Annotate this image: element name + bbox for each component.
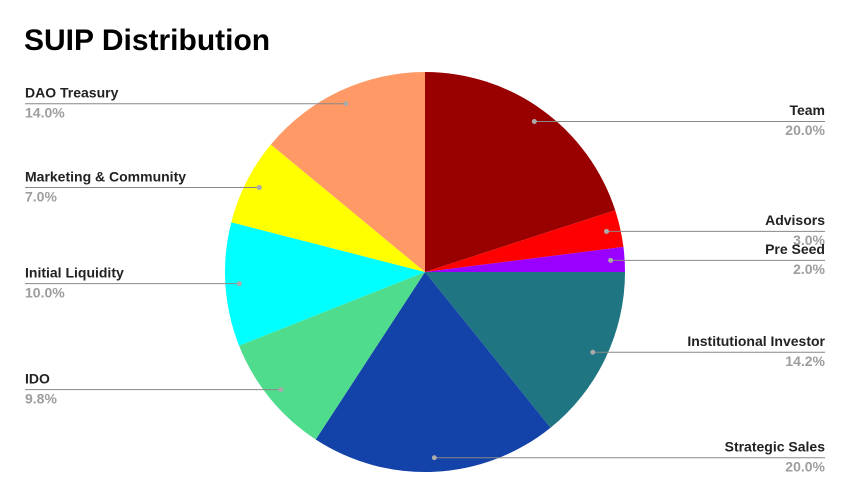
pie-slice	[425, 272, 625, 428]
slice-label: Pre Seed	[765, 241, 825, 257]
chart-title: SUIP Distribution	[24, 24, 270, 57]
pie-slice	[270, 72, 425, 272]
slice-label: IDO	[25, 370, 50, 386]
slice-label: Team	[789, 102, 825, 118]
slice-value-label: 10.0%	[25, 284, 65, 300]
pie-slice	[315, 272, 551, 473]
leader-dot	[236, 281, 242, 287]
slice-label: Marketing & Community	[25, 168, 186, 184]
slice-value-label: 9.8%	[25, 390, 57, 406]
leader-dot	[431, 455, 437, 461]
slice-value-label: 7.0%	[25, 188, 57, 204]
slice-value-label: 20.0%	[785, 122, 825, 138]
pie-slice	[425, 210, 624, 272]
slice-label: Advisors	[765, 212, 825, 228]
leader-dot	[590, 349, 596, 355]
slice-label: Strategic Sales	[725, 438, 826, 454]
leader-dot	[604, 228, 610, 234]
slice-label: Institutional Investor	[687, 333, 825, 349]
slice-label: DAO Treasury	[25, 84, 119, 100]
slice-value-label: 2.0%	[793, 261, 825, 277]
pie-slice	[425, 246, 625, 272]
slice-value-label: 14.0%	[25, 104, 65, 120]
leader-dot	[256, 185, 262, 191]
slice-value-label: 20.0%	[785, 458, 825, 474]
leader-dot	[531, 119, 537, 125]
leader-dot	[278, 387, 284, 393]
pie-slice	[239, 272, 425, 440]
pie-slice	[425, 72, 616, 272]
pie-slice	[231, 144, 425, 272]
slice-value-label: 14.2%	[785, 353, 825, 369]
leader-dot	[608, 257, 614, 263]
slice-label: Initial Liquidity	[25, 264, 124, 280]
pie-slice	[225, 222, 425, 346]
leader-dot	[343, 101, 349, 107]
slice-value-label: 3.0%	[793, 232, 825, 248]
